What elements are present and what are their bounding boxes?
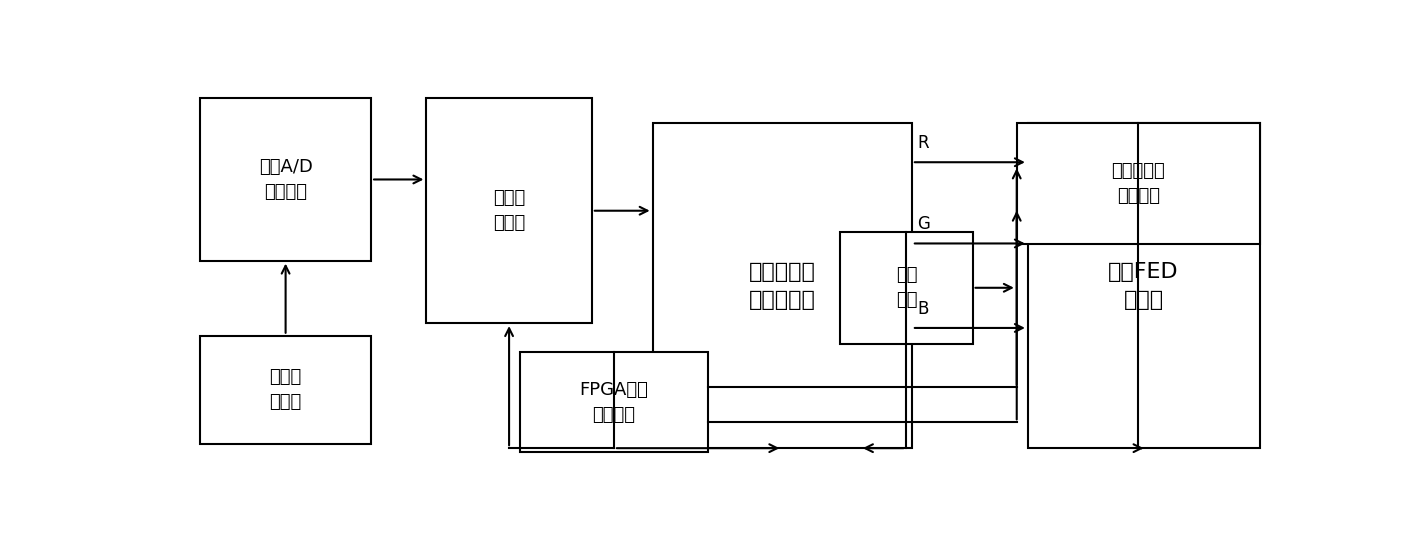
Bar [1028,123,1260,448]
Text: 视频A/D
转换单元: 视频A/D 转换单元 [259,158,312,201]
Bar [426,98,592,323]
Bar [652,123,911,448]
Text: 数据缓
存单元: 数据缓 存单元 [493,189,525,232]
Text: B: B [917,300,928,318]
Text: R: R [917,134,928,152]
Text: 电源
模块: 电源 模块 [896,266,917,309]
Bar [840,232,973,344]
Text: 彩色FED
显示屏: 彩色FED 显示屏 [1108,262,1179,309]
Text: 集成灰度调
制驱动单元: 集成灰度调 制驱动单元 [749,262,816,309]
Text: 行后级集成
驱动单元: 行后级集成 驱动单元 [1111,162,1165,205]
Text: FPGA控制
模块单元: FPGA控制 模块单元 [580,381,648,424]
Bar [199,335,372,444]
Bar [1017,123,1259,244]
Text: 视频接
收单元: 视频接 收单元 [269,368,302,411]
Text: G: G [917,215,930,233]
Bar [520,352,708,452]
Bar [199,98,372,261]
